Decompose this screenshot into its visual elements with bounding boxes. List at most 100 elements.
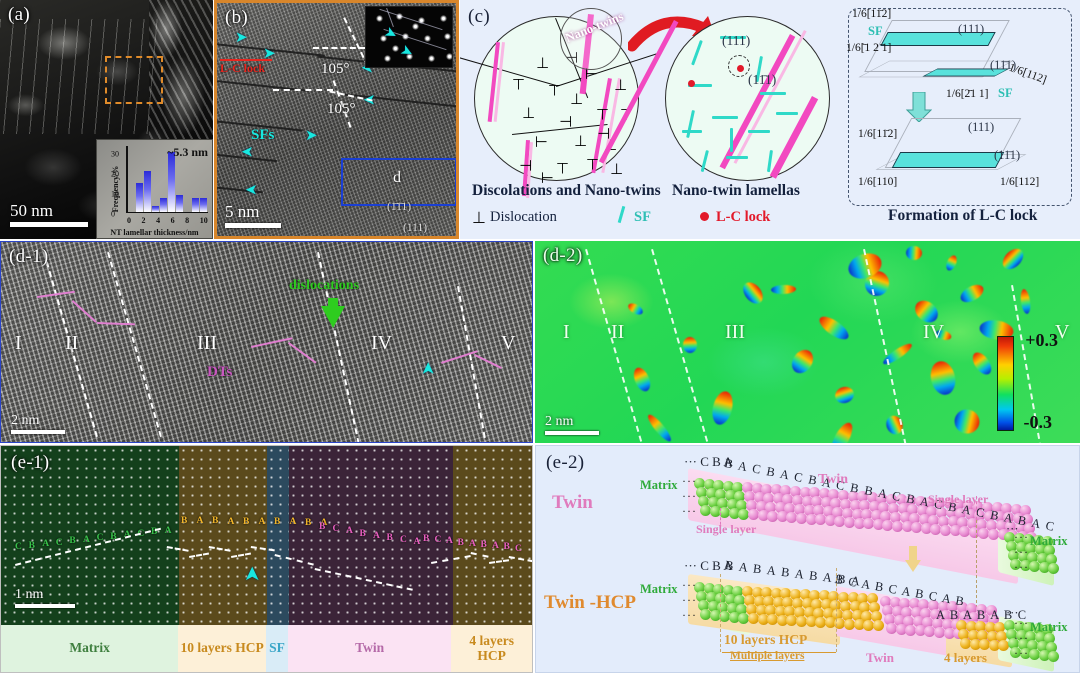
atom-bead xyxy=(899,512,911,524)
atomic-column-segment xyxy=(289,446,453,627)
atom-bead xyxy=(703,582,715,594)
atom-bead xyxy=(880,510,892,522)
scalebar-a: 50 nm xyxy=(10,202,88,227)
stacking-letter: B xyxy=(457,537,464,548)
atom-bead xyxy=(1006,629,1017,640)
transition-arrow-icon xyxy=(905,546,921,572)
atom-bead xyxy=(1017,550,1029,562)
atom-bead xyxy=(886,623,897,634)
legend-dislocation-label: Dislocation xyxy=(490,209,557,225)
atom-bead xyxy=(969,638,981,650)
atomic-column-segment xyxy=(179,446,267,627)
panel-b-label: (b) xyxy=(225,7,249,28)
atom-bead xyxy=(744,491,755,502)
stacking-letter: A xyxy=(123,530,131,540)
scalebar-d2-bar xyxy=(545,431,599,435)
atom-bead xyxy=(844,516,855,528)
atom-bead xyxy=(1027,639,1038,651)
stacking-letter: C xyxy=(96,533,104,543)
atom-bead xyxy=(834,617,846,629)
atom-bead xyxy=(774,605,786,617)
atom-bead xyxy=(811,496,823,508)
atom-bead xyxy=(828,590,840,602)
atom-bead xyxy=(707,600,719,612)
atom-bead xyxy=(824,617,836,629)
atom-bead xyxy=(776,614,788,626)
atom-bead xyxy=(726,602,738,614)
roi-orange-dashed xyxy=(105,56,163,104)
atom-bead xyxy=(813,505,825,517)
atom-bead xyxy=(955,508,967,520)
atom-bead xyxy=(1005,521,1017,533)
plane-lab-bot-111: (111) xyxy=(968,120,995,134)
region-label: III xyxy=(725,321,745,343)
atom-bead xyxy=(966,517,978,529)
atom-bead xyxy=(914,625,926,637)
atom-bead xyxy=(1022,513,1034,525)
panel-d1-label: (d-1) xyxy=(9,246,49,267)
atom-bead xyxy=(916,505,928,517)
stacking-letter: A xyxy=(320,517,328,528)
panel-a-label: (a) xyxy=(8,4,30,25)
atom-bead xyxy=(882,605,893,616)
stacking-letter: C xyxy=(55,537,63,548)
atom-bead xyxy=(1025,630,1036,642)
atom-bead xyxy=(815,616,827,628)
dislocation-symbol: ⊥ xyxy=(570,90,584,108)
scalebar-e1-text: 1 nm xyxy=(15,587,44,602)
atom-bead xyxy=(901,606,913,618)
atom-bead xyxy=(903,615,915,627)
hist-bar xyxy=(151,206,159,212)
atom-bead xyxy=(965,620,977,632)
dislocation-symbol: ⊥ xyxy=(574,132,588,150)
sf-mark xyxy=(712,116,738,119)
fft-spot xyxy=(376,15,383,22)
atom-bead xyxy=(1038,649,1050,661)
atom-bead xyxy=(728,507,740,519)
atom-bead xyxy=(748,613,759,624)
stacking-letter: A xyxy=(373,530,380,541)
atom-bead xyxy=(1042,535,1053,547)
stacking-letter: B xyxy=(503,542,510,553)
seq-right-r2: ··· xyxy=(1006,606,1019,620)
atom-bead xyxy=(820,497,832,509)
scalebar-d1-text: 2 nm xyxy=(11,413,40,429)
sf-mark xyxy=(682,130,702,133)
atom-bead xyxy=(859,500,871,512)
atom-bead xyxy=(724,593,736,605)
atom-bead xyxy=(738,612,749,624)
lc-lock-pointer xyxy=(220,59,272,61)
atom-bead xyxy=(918,599,930,611)
atom-bead xyxy=(910,607,922,619)
atom-bead xyxy=(736,499,747,511)
burgers-1: 1/6[11̄2] xyxy=(852,8,892,20)
atom-bead xyxy=(713,479,724,491)
atom-bead xyxy=(824,515,836,527)
panel-d2-gpa-strain-map: I II III IV V +0.3 -0.3 (d-2) 2 nm xyxy=(535,241,1080,443)
stacking-letter: A xyxy=(492,541,499,552)
atom-bead xyxy=(770,484,782,496)
atom-bead xyxy=(694,582,705,593)
atom-bead xyxy=(967,629,979,641)
atom-bead xyxy=(1010,647,1021,658)
atom-bead xyxy=(761,483,773,495)
atom-bead xyxy=(700,609,711,620)
atom-bead xyxy=(757,509,769,521)
atom-bead xyxy=(866,593,878,605)
atom-bead xyxy=(956,620,967,631)
scalebar-a-bar xyxy=(10,222,88,227)
atom-bead xyxy=(863,518,875,530)
atom-bead xyxy=(853,517,865,529)
atom-bead xyxy=(962,499,974,511)
atom-bead xyxy=(1023,621,1034,633)
scalebar-d1-bar xyxy=(11,430,65,434)
atom-bead xyxy=(851,610,863,622)
atom-bead xyxy=(1008,638,1019,649)
atom-bead xyxy=(1036,552,1048,564)
lc-lock-glyph-icon xyxy=(700,212,709,221)
atom-bead xyxy=(707,496,719,508)
cyan-arrow: ➤ xyxy=(245,181,258,197)
matrix-label-left-r1: Matrix xyxy=(640,478,678,492)
dislocation-symbol: ⊥ xyxy=(610,160,624,178)
atom-bead xyxy=(901,521,913,533)
